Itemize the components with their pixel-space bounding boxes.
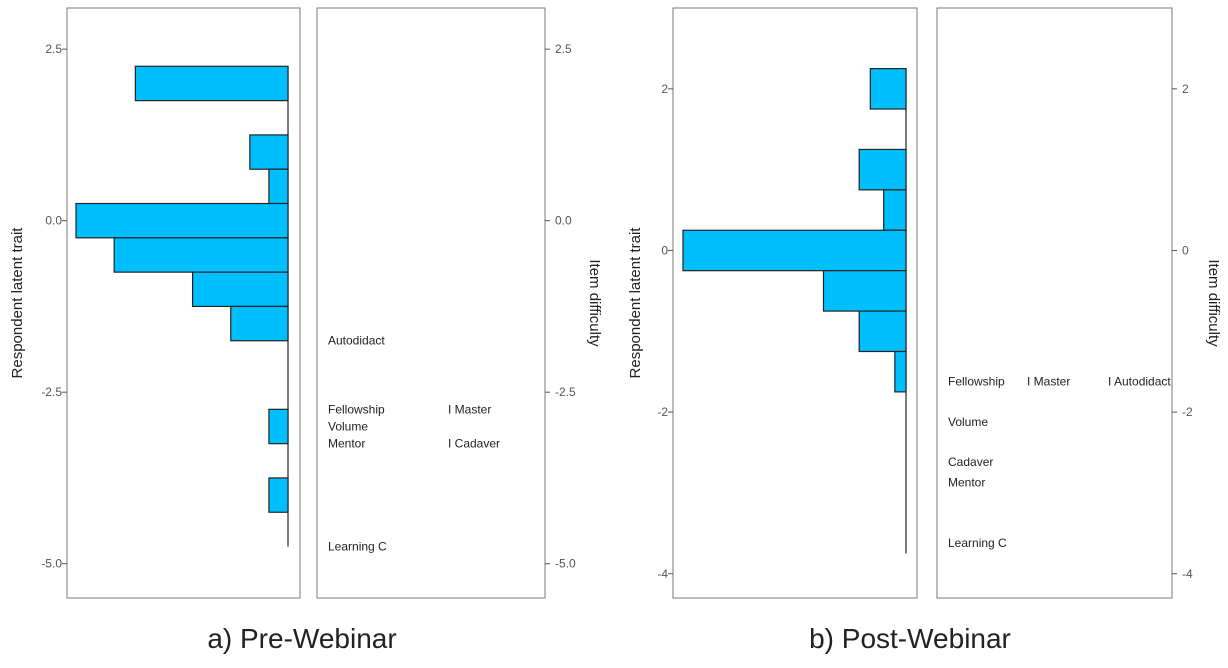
item-label: Learning C [328,540,387,554]
item-label: Learning C [948,536,1007,550]
y-tick-label-left: -5.0 [41,557,62,571]
item-label: I Master [1027,374,1070,388]
histogram-bar [822,270,907,312]
y-tick-label-left: -2 [657,405,668,419]
y-tick-label-right: -5.0 [555,557,576,571]
histogram-panel-frame [66,7,301,599]
item-label: Volume [328,419,368,433]
y-tick-label-left: 0 [661,243,668,257]
panel-pre-webinar: 2.5 2.5 0.0 0.0 -2.5 -2.5 -5.0 -5.0 Autodidact Fe… [9,7,603,654]
y-tick-label-right: 2.5 [555,42,572,56]
item-label: Volume [948,415,988,429]
histogram-bar [883,189,907,231]
item-label: I Autodidact [1108,374,1171,388]
y-tick-label-left: 0.0 [45,214,62,228]
histogram-bar [230,305,289,342]
histogram-bar [134,65,289,102]
histogram-bar [268,408,289,445]
panel-caption: a) Pre-Webinar [207,623,396,654]
item-label: Mentor [948,475,985,489]
histogram-bar [113,237,289,273]
item-label: Cadaver [948,455,993,469]
item-label: Mentor [328,437,365,451]
y-tick-label-right: 0 [1182,243,1189,257]
item-panel-frame [316,7,546,599]
item-label: Fellowship [328,402,385,416]
histogram-bar [192,271,289,308]
histogram-bar [249,134,289,170]
histogram-bar [268,168,289,205]
y-axis-title-right: Item difficulty [1205,259,1222,347]
histogram-bar [894,350,907,393]
y-tick-label-left: 2.5 [45,42,62,56]
histogram-bar [75,202,289,239]
item-label: I Master [448,402,491,416]
y-tick-label-left: -2.5 [41,385,62,399]
y-tick-label-left: -4 [657,567,668,581]
y-tick-label-left: 2 [661,82,668,96]
item-panel-frame [936,7,1173,599]
item-label: I Cadaver [448,437,500,451]
item-label: Autodidact [328,334,385,348]
histogram-panel-frame [672,7,918,599]
y-tick-label-right: -4 [1182,567,1193,581]
y-axis-title-left: Respondent latent trait [9,227,26,379]
y-tick-label-right: -2.5 [555,385,576,399]
histogram-bar [858,148,907,191]
item-label: Fellowship [948,374,1005,388]
histogram-bar [682,229,907,272]
y-tick-label-right: 0.0 [555,214,572,228]
y-tick-label-right: -2 [1182,405,1193,419]
y-axis-title-left: Respondent latent trait [627,227,644,379]
histogram-bar [869,68,907,110]
histogram-bar [858,310,907,353]
y-tick-label-right: 2 [1182,82,1189,96]
y-axis-title-right: Item difficulty [586,259,603,347]
panel-post-webinar: 2 2 0 0 -2 -2 -4 -4 Fellowship I Master I Autodida… [627,7,1222,654]
histogram-bar [268,477,289,513]
panel-caption: b) Post-Webinar [809,623,1011,654]
